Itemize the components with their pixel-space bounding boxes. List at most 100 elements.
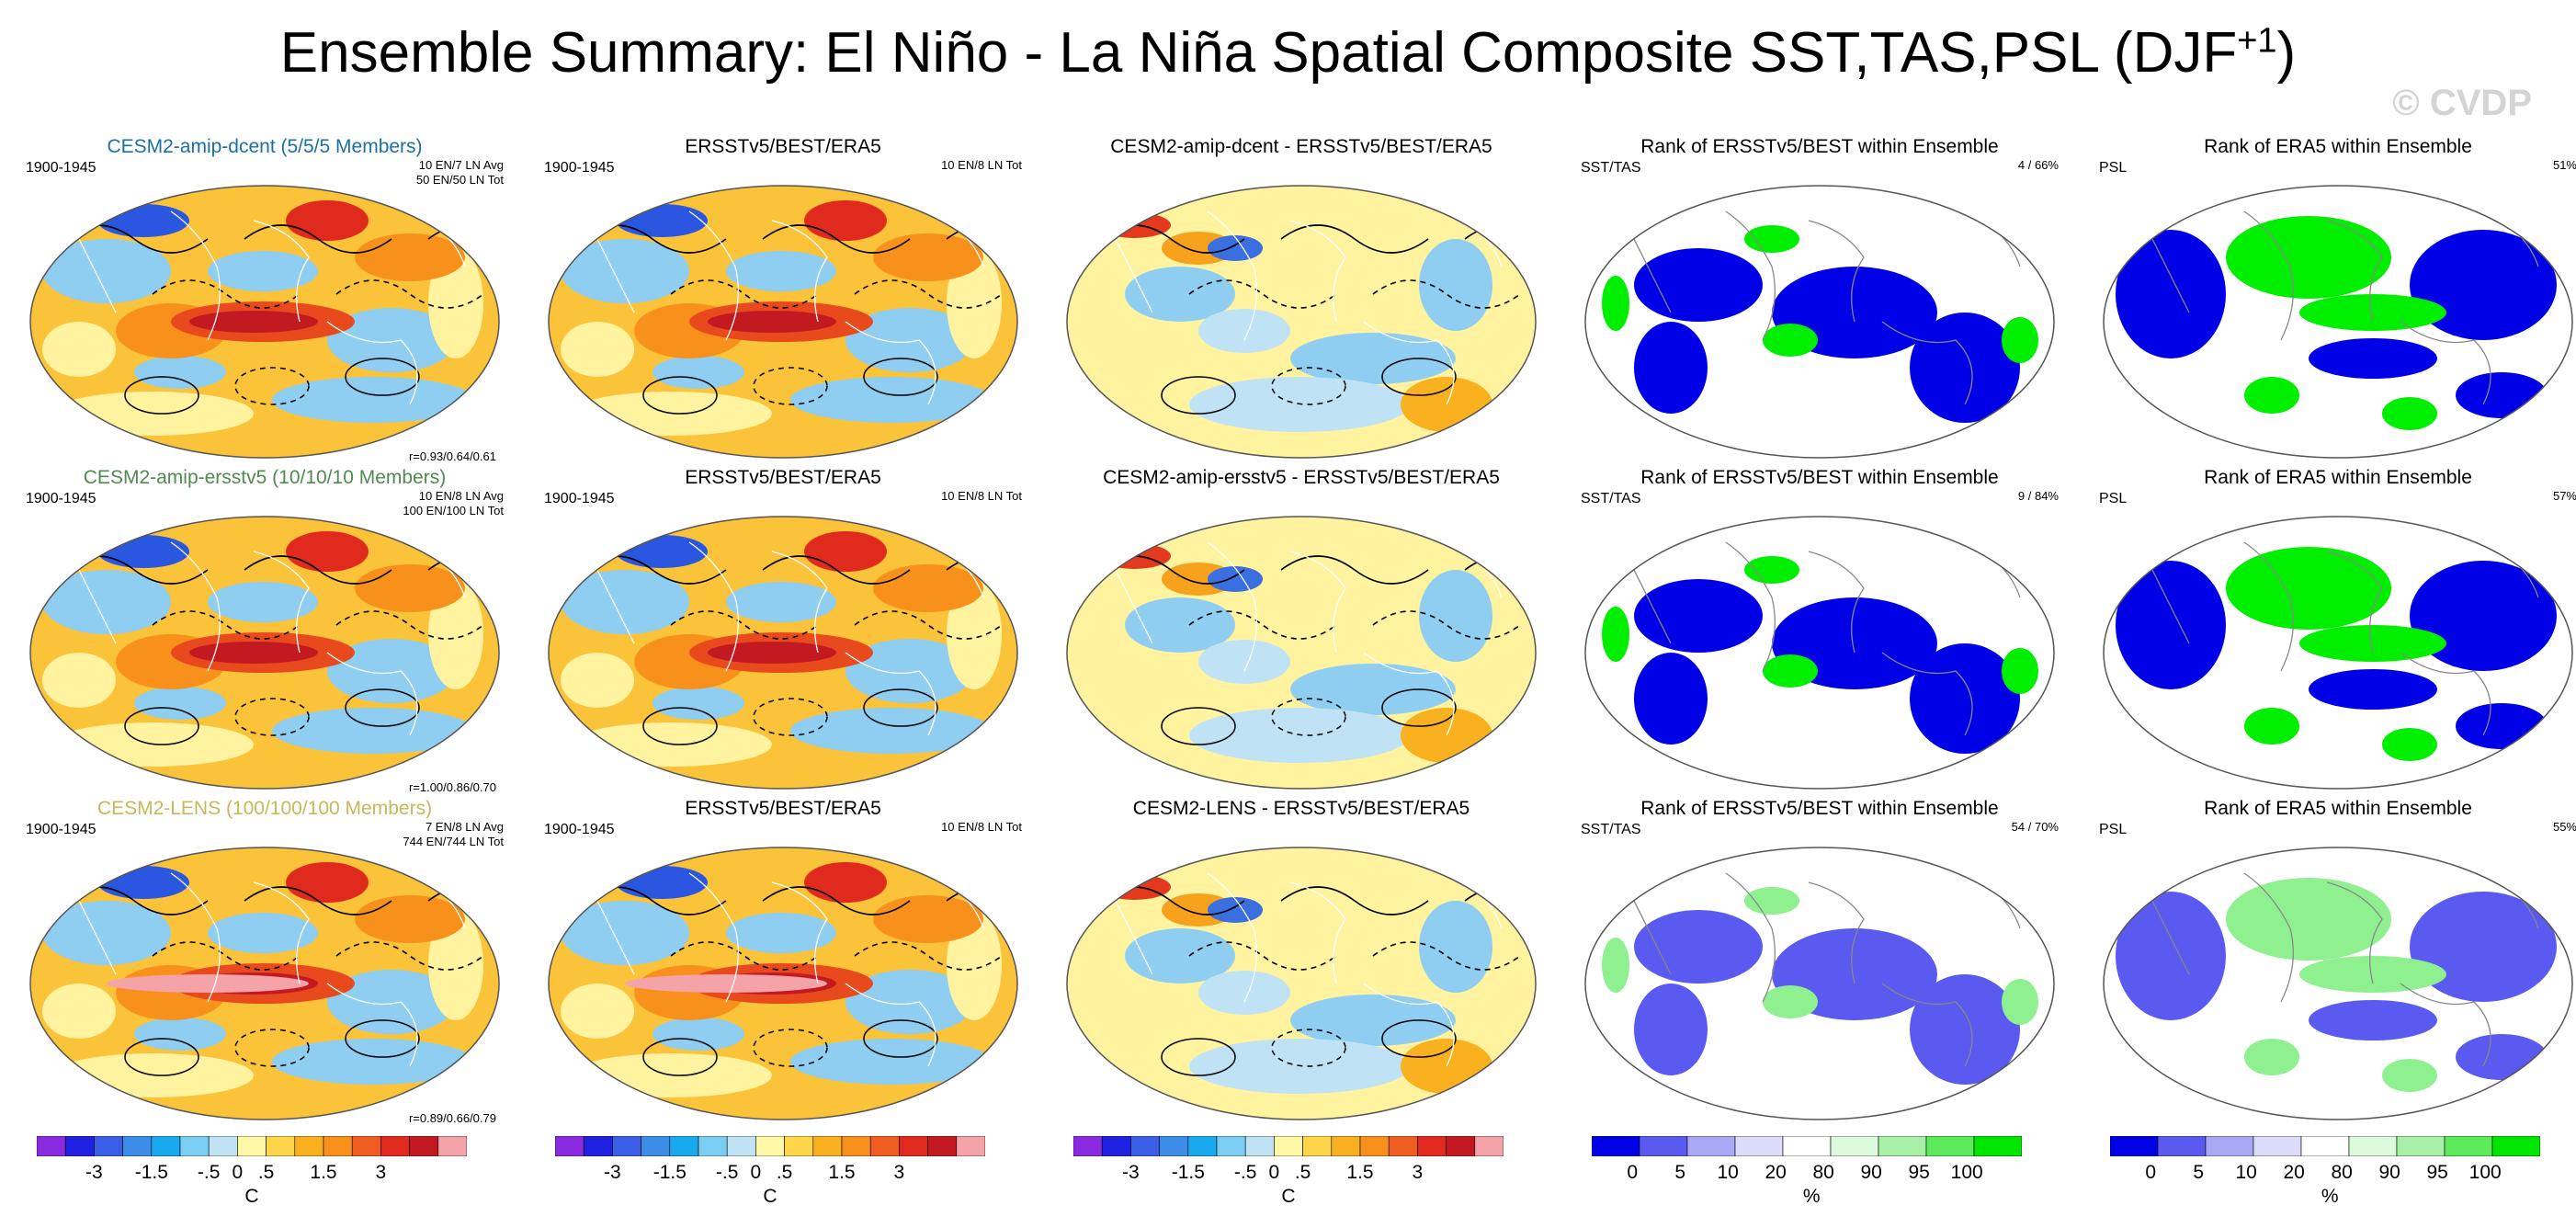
event-counts: 10 EN/8 LN Avg 100 EN/100 LN Tot <box>403 489 504 519</box>
colorbar-swatch <box>1073 1136 1103 1156</box>
variable-label: PSL <box>2099 822 2128 837</box>
colorbar-tick-label: 5 <box>2193 1162 2205 1183</box>
rank-sst-panel: Rank of ERSSTv5/BEST within Ensemble SST/… <box>1572 136 2068 467</box>
colorbar-tick-label: 95 <box>2426 1162 2448 1183</box>
colorbar-swatch <box>2444 1136 2493 1156</box>
difference-map-icon <box>1066 185 1537 459</box>
colorbar-swatch <box>323 1136 353 1156</box>
rank-value: 55% <box>2552 820 2576 834</box>
colorbar-swatch <box>380 1136 410 1156</box>
panel-title: Rank of ERA5 within Ensemble <box>2204 467 2472 488</box>
count-line: 744 EN/744 LN Tot <box>403 835 504 849</box>
rank-value: 57% <box>2552 489 2576 503</box>
colorbar-tick-label: 20 <box>1765 1162 1787 1183</box>
colorbar-swatch <box>1187 1136 1218 1156</box>
colorbar-swatch <box>2348 1136 2398 1156</box>
rank-psl-panel: Rank of ERA5 within Ensemble PSL 55% <box>2090 798 2576 1129</box>
colorbar-tick-label: 3 <box>1412 1162 1424 1183</box>
panel-title: ERSSTv5/BEST/ERA5 <box>685 798 881 819</box>
colorbar-tick-label: 20 <box>2283 1162 2305 1183</box>
colorbar-tick-label: 3 <box>375 1162 387 1183</box>
colorbar-swatch <box>2253 1136 2302 1156</box>
colorbar-swatch <box>2396 1136 2445 1156</box>
colorbar-swatches <box>555 1136 985 1156</box>
rank-value: 54 / 70% <box>2011 820 2059 834</box>
colorbar-swatches <box>1073 1136 1504 1156</box>
colorbar-swatch <box>1639 1136 1688 1156</box>
colorbar-swatch <box>64 1136 95 1156</box>
model-panel: CESM2-LENS (100/100/100 Members) 1900-194… <box>17 798 513 1129</box>
colorbar-tick-label: 90 <box>2378 1162 2400 1183</box>
count-line: 10 EN/8 LN Tot <box>941 820 1022 834</box>
colorbar-swatch <box>726 1136 756 1156</box>
panel-title: CESM2-amip-dcent (5/5/5 Members) <box>107 136 423 157</box>
event-counts: 10 EN/8 LN Tot <box>941 820 1022 835</box>
rank-map-icon <box>1584 516 2055 790</box>
panel-title: ERSSTv5/BEST/ERA5 <box>685 467 881 488</box>
event-counts: 10 EN/8 LN Tot <box>941 158 1022 173</box>
cvdp-watermark: © CVDP <box>2392 83 2532 123</box>
colorbar-tick-label: -.5 <box>197 1162 221 1183</box>
panel-title: CESM2-LENS - ERSSTv5/BEST/ERA5 <box>1132 798 1470 819</box>
colorbar-swatch <box>869 1136 900 1156</box>
count-line: 7 EN/8 LN Avg <box>425 820 504 834</box>
colorbar-swatch <box>437 1136 467 1156</box>
colorbar-swatch <box>409 1136 439 1156</box>
period-label: 1900-1945 <box>544 160 615 176</box>
rank-psl-panel: Rank of ERA5 within Ensemble PSL 51% <box>2090 136 2576 467</box>
colorbar-tick-label: 0 <box>2145 1162 2157 1183</box>
colorbar-swatch <box>555 1136 584 1156</box>
colorbar-tick-label: 100 <box>1950 1162 1983 1183</box>
colorbar-swatch <box>1274 1136 1303 1156</box>
colorbar-swatch <box>208 1136 238 1156</box>
colorbar-swatch <box>1159 1136 1189 1156</box>
count-line: 10 EN/7 LN Avg <box>418 158 504 172</box>
colorbar-tick-label: 3 <box>893 1162 905 1183</box>
colorbar-tick-label: -3 <box>604 1162 621 1183</box>
rank-map-icon <box>2103 847 2573 1120</box>
period-label: 1900-1945 <box>26 160 96 176</box>
count-line: 10 EN/8 LN Tot <box>941 158 1022 172</box>
colorbar-tick-label: -.5 <box>1233 1162 1257 1183</box>
colorbar-swatch <box>179 1136 210 1156</box>
colorbar-swatch <box>1878 1136 1927 1156</box>
rank-colorbar: 0 5 10 20 80 90 95 100% <box>2110 1136 2551 1210</box>
temp-colorbar: -3 -1.5 -.5 0 .5 1.5 3 C <box>1073 1136 1515 1210</box>
panel-title: CESM2-amip-ersstv5 - ERSSTv5/BEST/ERA5 <box>1103 467 1500 488</box>
rank-sst-panel: Rank of ERSSTv5/BEST within Ensemble SST/… <box>1572 467 2068 798</box>
obs-panel: ERSSTv5/BEST/ERA5 1900-1945 10 EN/8 LN Tot <box>535 136 1031 467</box>
colorbar-swatch <box>1216 1136 1246 1156</box>
colorbar-tick-label: -3 <box>85 1162 103 1183</box>
colorbar-tick-label: 1.5 <box>1346 1162 1374 1183</box>
panel-title: ERSSTv5/BEST/ERA5 <box>685 136 881 157</box>
panel-title: Rank of ERSSTv5/BEST within Ensemble <box>1640 136 1999 157</box>
colorbar-swatch <box>698 1136 728 1156</box>
colorbar-tick-label: -1.5 <box>134 1162 168 1183</box>
diff-panel: CESM2-LENS - ERSSTv5/BEST/ERA5 <box>1053 798 1549 1129</box>
rank-value: 9 / 84% <box>2017 489 2059 503</box>
colorbar-swatch <box>1302 1136 1333 1156</box>
composite-map-icon <box>29 516 500 790</box>
composite-map-icon <box>548 847 1018 1120</box>
model-panel: CESM2-amip-dcent (5/5/5 Members) 1900-194… <box>17 136 513 467</box>
colorbar-swatch <box>94 1136 123 1156</box>
period-label: 1900-1945 <box>26 822 96 837</box>
colorbar-swatch <box>1973 1136 2022 1156</box>
model-panel: CESM2-amip-ersstv5 (10/10/10 Members) 190… <box>17 467 513 798</box>
panel-title: Rank of ERSSTv5/BEST within Ensemble <box>1640 467 1999 488</box>
colorbar-tick-label: 80 <box>1812 1162 1834 1183</box>
obs-panel: ERSSTv5/BEST/ERA5 1900-1945 10 EN/8 LN Tot <box>535 467 1031 798</box>
variable-label: PSL <box>2099 491 2128 506</box>
colorbar-swatch <box>1592 1136 1640 1156</box>
colorbar-unit: % <box>1802 1186 1821 1207</box>
rank-map-icon <box>1584 185 2055 459</box>
colorbar-swatch <box>1101 1136 1131 1156</box>
rank-colorbar: 0 5 10 20 80 90 95 100% <box>1592 1136 2033 1210</box>
colorbar-swatch <box>1686 1136 1736 1156</box>
colorbar-swatch <box>669 1136 699 1156</box>
colorbar-swatch <box>1830 1136 1879 1156</box>
composite-map-icon <box>29 185 500 459</box>
colorbar-tick-label: 90 <box>1860 1162 1882 1183</box>
pattern-correlation: r=0.93/0.64/0.61 <box>408 449 496 463</box>
colorbar-swatch <box>1734 1136 1784 1156</box>
